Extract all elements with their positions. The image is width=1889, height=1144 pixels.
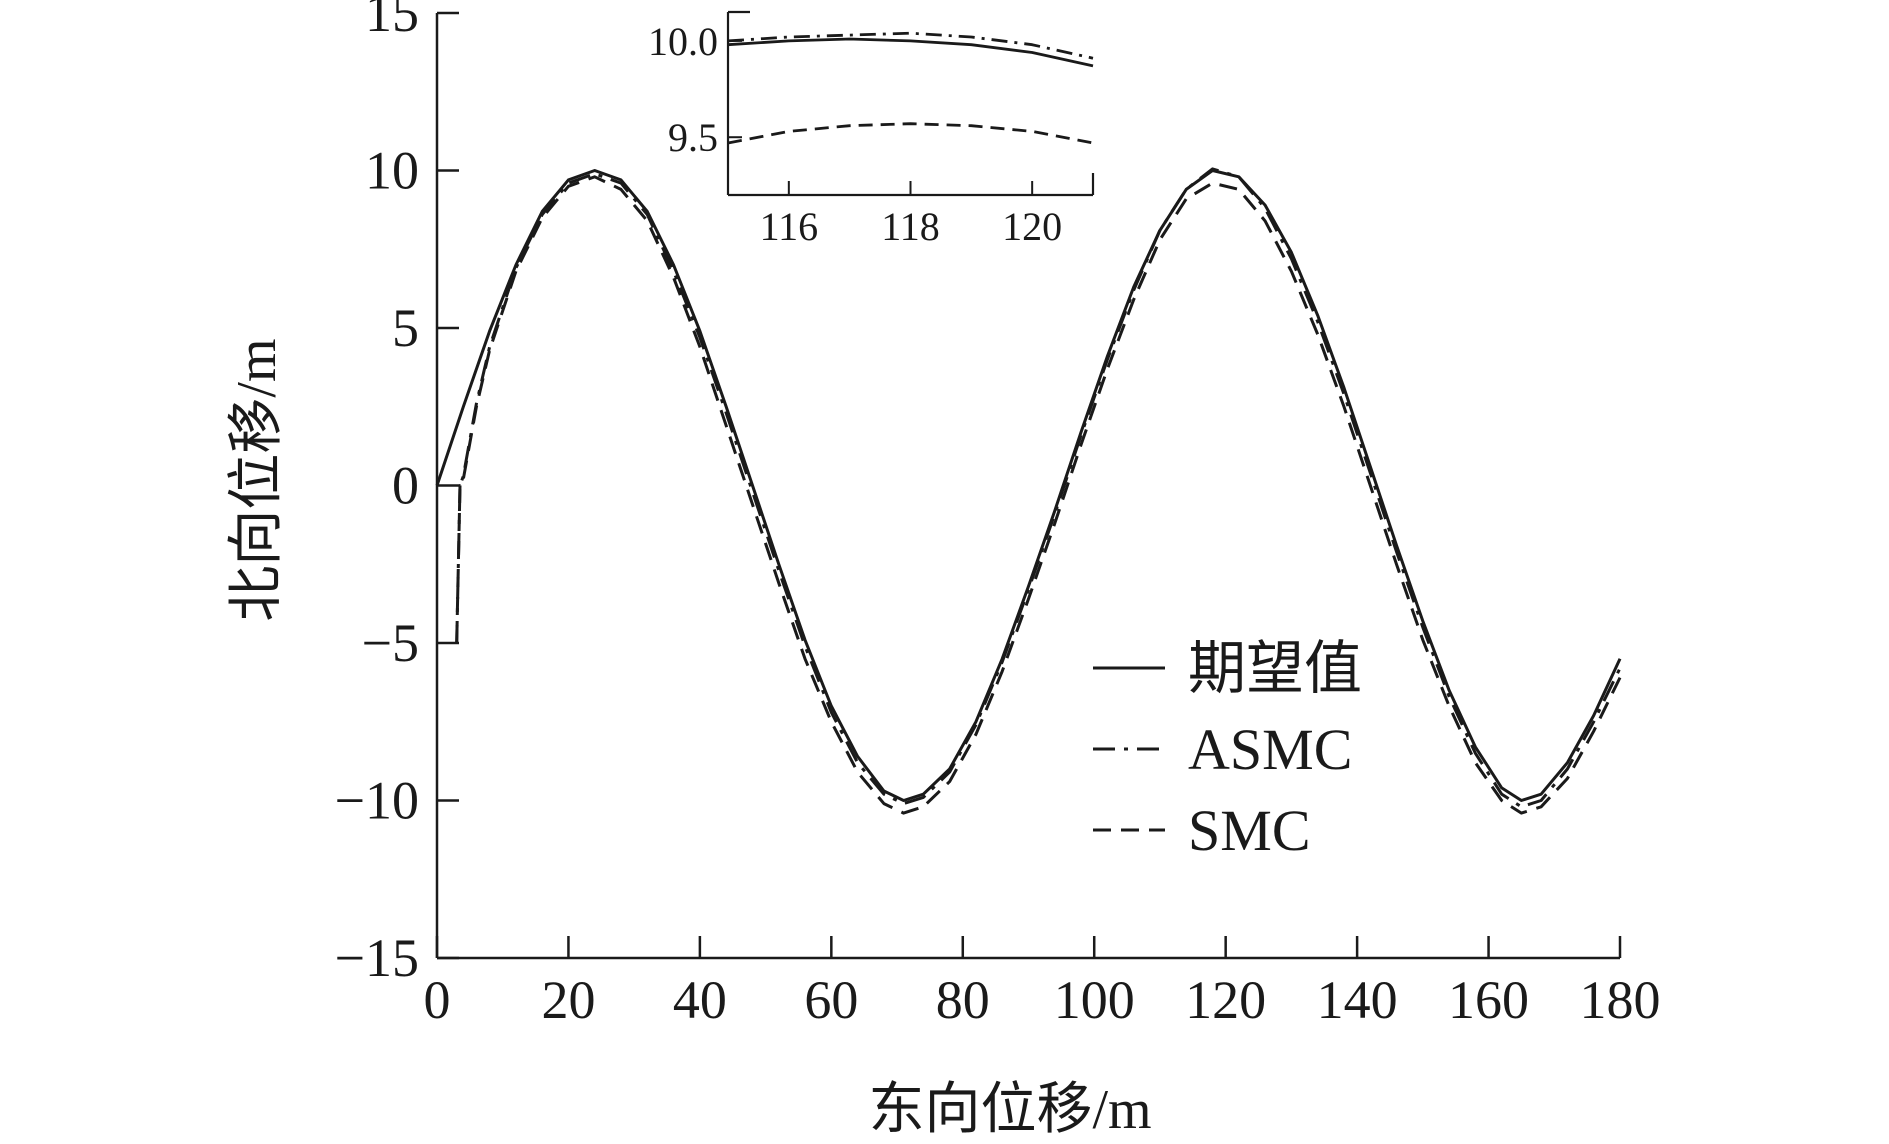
series-line-solid (435, 169, 1622, 802)
x-tick-label: 180 (1580, 970, 1661, 1030)
inset-zoom-chart: 116 118 120 10.0 9.5 (648, 10, 1095, 249)
legend-label: ASMC (1188, 717, 1352, 782)
inset-x-tick-label: 120 (1002, 204, 1062, 249)
x-tick-label: 40 (673, 970, 727, 1030)
x-tick-label: 20 (541, 970, 595, 1030)
y-tick-label: 0 (392, 456, 419, 516)
y-tick-label: 5 (392, 298, 419, 358)
inset-x-tick-label: 116 (760, 204, 819, 249)
x-tick-label: 160 (1448, 970, 1529, 1030)
series-line-dashdot (455, 167, 1622, 809)
x-tick-label: 120 (1185, 970, 1266, 1030)
y-tick-label: −10 (335, 771, 419, 831)
y-tick-label: 15 (365, 0, 419, 43)
inset-series-line-solid (727, 37, 1094, 68)
x-tick-label: 100 (1054, 970, 1135, 1030)
x-tick-label: 80 (936, 970, 990, 1030)
x-tick-label: 140 (1317, 970, 1398, 1030)
inset-y-tick-label: 9.5 (668, 115, 718, 160)
main-axes: 0 20 40 60 80 100 120 140 160 180 15 10 5 0 −5 −10 −15 (335, 0, 1661, 1030)
legend: 期望值 ASMC SMC (1093, 636, 1362, 863)
series-line-dashed (455, 175, 1622, 815)
inset-y-tick-label: 10.0 (648, 19, 718, 64)
main-series (435, 167, 1622, 815)
y-tick-label: −15 (335, 928, 419, 988)
legend-label: 期望值 (1188, 636, 1362, 701)
legend-label: SMC (1188, 798, 1311, 863)
x-tick-label: 0 (424, 970, 451, 1030)
inset-series-line-dashed (727, 122, 1094, 145)
inset-x-tick-label: 118 (881, 204, 940, 249)
x-axis-title: 东向位移/m (868, 1079, 1151, 1139)
y-tick-label: −5 (362, 613, 419, 673)
y-axis-title: 北向位移/m (226, 338, 288, 621)
y-tick-label: 10 (365, 141, 419, 201)
x-tick-label: 60 (804, 970, 858, 1030)
inset-series-line-dashdot (727, 31, 1094, 60)
